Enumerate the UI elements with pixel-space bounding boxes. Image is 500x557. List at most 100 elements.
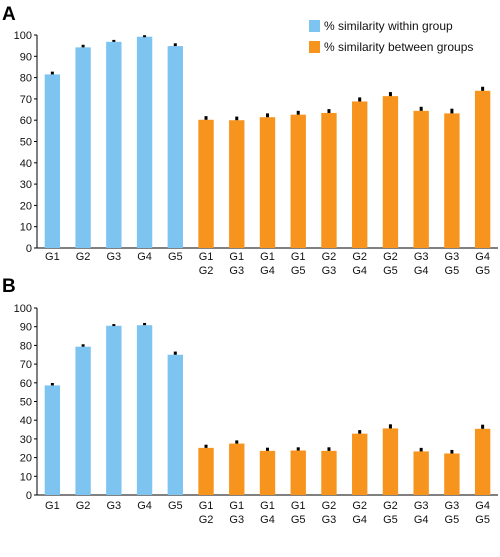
panel-a-category-label: G3	[445, 251, 460, 263]
panel-b-error-bar	[143, 322, 147, 326]
panel-b-category-label: G2	[383, 500, 398, 512]
panel-b-category-label: G4	[414, 514, 429, 526]
panel-b-bar-g2	[75, 346, 91, 495]
panel-a-bar-g3	[106, 41, 122, 248]
panel-b-ytick-label: 30	[20, 434, 32, 446]
panel-a-label: A	[2, 4, 16, 25]
panel-a-error-bar	[81, 44, 85, 48]
panel-a-category-label: G1	[229, 251, 244, 263]
panel-a-error-bar	[327, 109, 331, 113]
panel-a-error-bar	[204, 116, 208, 120]
panel-b-bar-g2-g5	[382, 428, 399, 495]
panel-a-category-label: G3	[106, 251, 121, 263]
panel-b-error-bar	[450, 449, 454, 454]
panel-b-error-bar	[81, 344, 85, 347]
panel-b-bar-g3-g4	[413, 451, 429, 495]
panel-a-category-label: G1	[291, 251, 306, 263]
panel-b-category-label: G4	[475, 500, 490, 512]
panel-a-bar-g1-g4	[259, 117, 276, 248]
panel-a-category-label: G3	[229, 265, 244, 277]
panel-a-ytick-label: 100	[14, 30, 32, 42]
panel-a-category-label: G2	[199, 265, 214, 277]
panel-a-error-bar	[358, 97, 362, 102]
panel-a-bar-g4-g5	[474, 90, 491, 248]
panel-a-category-label: G2	[76, 251, 91, 263]
panel-b-category-label: G3	[106, 500, 121, 512]
panel-b-category-label: G5	[291, 514, 306, 526]
panel-b-bar-g3-g5	[444, 453, 460, 495]
panel-a-ytick-label: 30	[20, 179, 32, 191]
panel-b-category-label: G1	[199, 500, 214, 512]
panel-a-category-label: G4	[475, 251, 490, 263]
panel-a: A 0 10 20 30 40 50 60 70 80 90 100 G1 G2 G3 G4 G5 G1 G2 G1…	[2, 4, 498, 277]
panel-b-bar-g1-g5	[290, 450, 306, 495]
panel-a-ytick-label: 60	[20, 115, 32, 127]
panel-b-category-label: G1	[229, 500, 244, 512]
panel-a-bar-g2-g3	[321, 112, 337, 248]
panel-a-category-label: G4	[352, 265, 367, 277]
panel-a-ytick-label: 90	[20, 51, 32, 63]
panel-a-ytick-label: 80	[20, 73, 32, 85]
panel-b-error-bar	[296, 447, 300, 451]
panel-b-error-bar	[235, 440, 239, 444]
panel-a-error-bar	[173, 43, 177, 47]
panel-a-category-label: G1	[199, 251, 214, 263]
panel-a-bar-g2-g5	[382, 96, 399, 248]
panel-b-bar-g2-g3	[321, 450, 337, 495]
panel-b-bar-g1-g3	[229, 443, 245, 495]
panel-b-category-label: G2	[322, 500, 337, 512]
panel-a-ytick-label: 40	[20, 158, 32, 170]
panel-b-bar-g4	[136, 325, 153, 495]
panel-a-bar-g2-g4	[352, 101, 368, 249]
panel-b-error-bar	[419, 447, 423, 452]
panel-a-error-bar	[143, 35, 147, 38]
panel-b-bar-g2-g4	[352, 433, 368, 495]
panel-a-category-label: G3	[414, 251, 429, 263]
panel-a-error-bar	[235, 116, 239, 121]
panel-b-ytick-label: 100	[14, 303, 32, 315]
panel-a-ytick-label: 70	[20, 94, 32, 106]
panel-b-category-label: G2	[76, 500, 91, 512]
panel-b-ytick-label: 60	[20, 378, 32, 390]
panel-a-bar-g3-g5	[444, 113, 460, 248]
panel-b-label: B	[2, 276, 16, 297]
panel-b-category-label: G3	[229, 514, 244, 526]
panel-b-ytick-label: 70	[20, 359, 32, 371]
panel-a-category-label: G1	[45, 251, 60, 263]
panel-b-error-bar	[327, 447, 331, 451]
legend-swatch-between	[309, 41, 320, 53]
panel-a-category-label: G3	[322, 265, 337, 277]
panel-b-bar-g1-g4	[259, 450, 276, 495]
panel-b-error-bar	[112, 324, 116, 327]
panel-b-category-label: G3	[322, 514, 337, 526]
panel-b-ytick-label: 50	[20, 397, 32, 409]
legend-swatch-within	[309, 20, 320, 32]
panel-a-bar-g1-g5	[290, 114, 306, 248]
panel-a-bar-g4	[136, 36, 153, 249]
panel-a-error-bar	[450, 108, 454, 114]
panel-b-error-bar	[266, 447, 269, 451]
panel-a-category-label: G5	[445, 265, 460, 277]
panel-b-category-label: G4	[352, 514, 367, 526]
panel-b-bar-g4-g5	[474, 428, 491, 495]
panel-b-error-bar	[173, 351, 177, 355]
panel-a-category-label: G2	[352, 251, 367, 263]
panel-a-error-bar	[419, 106, 423, 111]
panel-a-category-label: G5	[291, 265, 306, 277]
panel-b-error-bar	[50, 382, 54, 386]
panel-a-bar-g1-g2	[198, 119, 214, 248]
panel-b-error-bar	[204, 444, 208, 448]
panel-a-ytick-label: 20	[20, 200, 32, 212]
panel-b-category-label: G4	[260, 514, 275, 526]
panel-b-category-label: G5	[168, 500, 183, 512]
panel-b: B 0 10 20 30 40 50 60 70 80 90 100 G1 G2 G3 G4 G5 G1 G2 G1…	[2, 276, 498, 526]
panel-b-category-label: G5	[445, 514, 460, 526]
panel-b-bar-g1-g2	[198, 447, 214, 495]
panel-a-category-label: G5	[168, 251, 183, 263]
panel-b-category-label: G1	[291, 500, 306, 512]
panel-b-ytick-label: 90	[20, 322, 32, 334]
panel-b-category-label: G1	[45, 500, 60, 512]
panel-a-ytick-label: 50	[20, 137, 32, 149]
panel-b-ytick-label: 80	[20, 340, 32, 352]
